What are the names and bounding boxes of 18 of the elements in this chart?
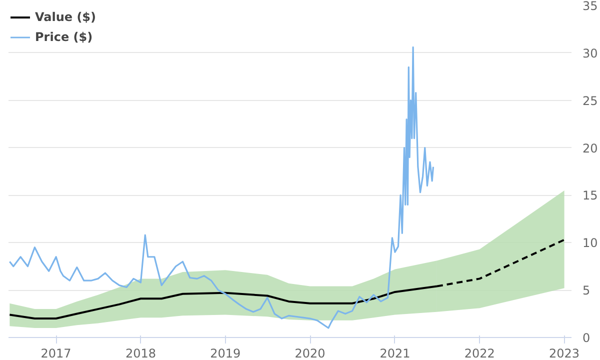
x-tick-label: 2023 — [549, 346, 580, 360]
y-tick-label: 0 — [582, 331, 590, 345]
y-tick-label: 25 — [582, 94, 598, 108]
x-tick-label: 2022 — [464, 346, 495, 360]
x-tick-label: 2021 — [380, 346, 410, 360]
y-tick-label: 10 — [582, 236, 598, 250]
line-series — [8, 46, 434, 329]
legend-label: Value ($) — [35, 10, 96, 24]
x-tick-label: 2019 — [210, 346, 241, 360]
y-tick-label: 30 — [582, 46, 598, 60]
y-tick-label: 35 — [582, 0, 598, 13]
x-tick-label: 2018 — [125, 346, 156, 360]
x-tick-label: 2017 — [40, 346, 72, 360]
x-tick-label: 2020 — [294, 346, 326, 360]
y-tick-label: 15 — [582, 188, 598, 203]
legend-label: Price ($) — [35, 30, 93, 44]
y-tick-label: 5 — [582, 284, 590, 298]
y-tick-label: 20 — [582, 141, 598, 156]
